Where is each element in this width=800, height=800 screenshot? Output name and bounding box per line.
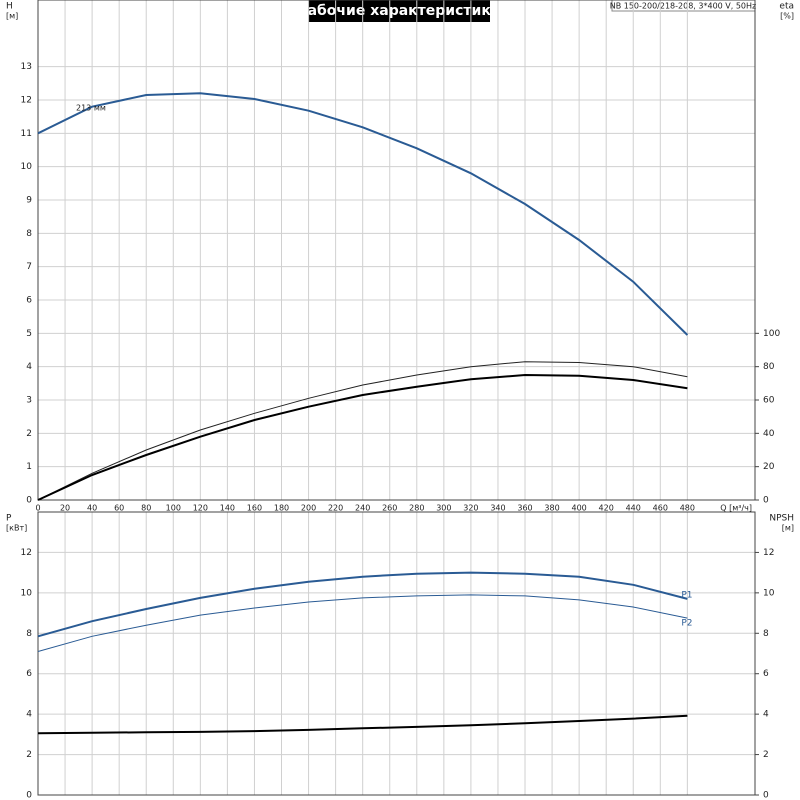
x-tick-label: 220	[328, 504, 343, 513]
y-tick-label: 2	[26, 750, 32, 760]
y-tick-label: 5	[26, 329, 32, 339]
y-tick-label: 8	[26, 229, 32, 239]
x-tick-label: 380	[544, 504, 559, 513]
curve-label: P2	[681, 619, 692, 629]
y-tick-label: 1	[26, 462, 32, 472]
x-tick-label: 140	[220, 504, 235, 513]
plot-frame	[37, 0, 756, 501]
curve	[37, 714, 688, 735]
y-tick-label: 12	[21, 96, 32, 106]
x-tick-label: 300	[436, 504, 451, 513]
curve	[37, 373, 688, 501]
y-tick-label: 2	[26, 429, 32, 439]
curve	[37, 571, 688, 638]
y-tick-label: 10	[21, 162, 33, 172]
y-axis-label: P	[6, 514, 12, 524]
y-tick-label: 12	[21, 548, 32, 558]
x-tick-label: 0	[35, 504, 40, 513]
x-tick-label: 60	[114, 504, 124, 513]
y2-tick-label: 0	[763, 791, 769, 800]
y2-axis-unit: [м]	[782, 524, 794, 533]
x-tick-label: 480	[680, 504, 695, 513]
y2-tick-label: 10	[763, 588, 775, 598]
x-tick-label: 180	[274, 504, 289, 513]
x-tick-label: 200	[301, 504, 316, 513]
x-tick-label: 320	[463, 504, 478, 513]
x-tick-label: 80	[141, 504, 151, 513]
x-tick-label: 40	[87, 504, 97, 513]
model-label: NB 150-200/218-208, 3*400 V, 50Hz	[610, 2, 757, 11]
y2-axis-unit: [%]	[780, 12, 794, 21]
y-axis-unit: [кВт]	[6, 524, 27, 533]
y2-tick-label: 6	[763, 669, 769, 679]
curve	[37, 594, 688, 652]
curve	[37, 361, 688, 501]
y2-tick-label: 0	[763, 496, 769, 506]
x-tick-label: 420	[599, 504, 614, 513]
x-tick-label: 20	[60, 504, 70, 513]
y-tick-label: 0	[26, 496, 32, 506]
y-tick-label: 6	[26, 296, 32, 306]
x-tick-label: 400	[571, 504, 586, 513]
y-tick-label: 13	[21, 62, 32, 72]
y-tick-label: 3	[26, 396, 32, 406]
y-axis-unit: [м]	[6, 12, 18, 21]
y-tick-label: 8	[26, 629, 32, 639]
y2-tick-label: 12	[763, 548, 774, 558]
x-tick-label: 160	[247, 504, 262, 513]
curve	[37, 92, 689, 336]
x-tick-label: 280	[409, 504, 424, 513]
y-tick-label: 4	[26, 362, 32, 372]
plot-frame	[37, 511, 756, 796]
y2-tick-label: 80	[763, 362, 775, 372]
x-tick-label: 440	[626, 504, 641, 513]
x-tick-label: 240	[355, 504, 370, 513]
x-tick-label: 340	[490, 504, 505, 513]
x-tick-label: 360	[517, 504, 532, 513]
y-tick-label: 10	[21, 588, 33, 598]
y2-tick-label: 2	[763, 750, 769, 760]
y2-axis-label: eta	[779, 2, 794, 12]
title-box	[308, 0, 490, 22]
y2-tick-label: 20	[763, 462, 775, 472]
y2-axis-label: NPSH	[769, 514, 794, 524]
y2-tick-label: 100	[763, 329, 780, 339]
curve-label: P1	[681, 590, 692, 600]
y-tick-label: 0	[26, 791, 32, 800]
x-tick-label: 260	[382, 504, 397, 513]
y-tick-label: 9	[26, 196, 32, 206]
y2-tick-label: 40	[763, 429, 775, 439]
chart-title: Рабочие характеристики	[297, 3, 500, 19]
y2-tick-label: 4	[763, 710, 769, 720]
y-tick-label: 4	[26, 710, 32, 720]
x-tick-label: 120	[193, 504, 208, 513]
y2-tick-label: 60	[763, 396, 775, 406]
x-tick-label: 460	[653, 504, 668, 513]
y-tick-label: 7	[26, 262, 32, 272]
x-axis-label: Q [м³/ч]	[720, 504, 752, 513]
y-tick-label: 11	[21, 129, 32, 139]
y-tick-label: 6	[26, 669, 32, 679]
y2-tick-label: 8	[763, 629, 769, 639]
curve-annotation: 213 мм	[76, 104, 106, 113]
y-axis-label: H	[6, 2, 13, 12]
x-tick-label: 100	[166, 504, 181, 513]
